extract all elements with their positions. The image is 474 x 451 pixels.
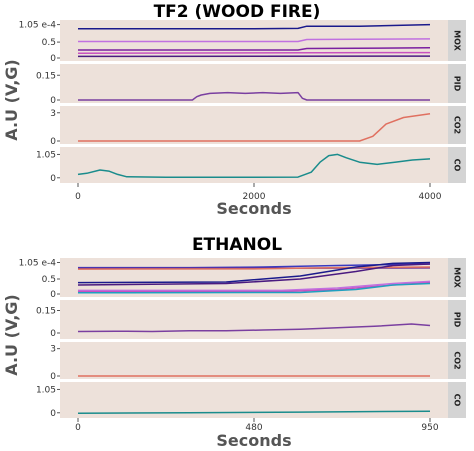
y-tick-label: 1.05 e-4 — [19, 21, 57, 31]
facet-strip — [448, 20, 466, 61]
series-line — [78, 263, 431, 269]
y-tick-label: 0.15 — [36, 71, 56, 81]
panel-background — [60, 64, 448, 103]
facet-mox: MOX 1.05 e-4 0.5 0 — [19, 258, 466, 300]
panel-background — [60, 300, 448, 339]
y-tick-label: 0.15 — [36, 307, 56, 317]
facet-strip — [448, 106, 466, 144]
y-axis-label: A.U (V,G) — [2, 294, 21, 375]
series-line — [77, 263, 431, 286]
series-line — [77, 153, 431, 179]
y-tick-label: 3 — [50, 345, 56, 355]
series-line — [78, 280, 431, 292]
chart-title: ETHANOL — [192, 235, 282, 255]
facet-strip-label: MOX — [453, 30, 462, 51]
facet-strip — [448, 300, 466, 339]
y-tick-label: 3 — [50, 109, 56, 119]
series-line — [77, 410, 431, 414]
y-tick-label: 0 — [50, 329, 56, 339]
x-tick-label: 4000 — [419, 192, 442, 202]
y-tick-label: 0 — [50, 96, 56, 106]
y-tick-label: 0 — [50, 372, 56, 382]
facet-pid: PID 0.15 0 — [36, 300, 466, 339]
facet-strip-label: MOX — [453, 267, 462, 288]
y-tick-label: 0 — [50, 137, 56, 147]
facet-pid: PID 0.15 0 — [36, 64, 466, 106]
y-tick-label: 0 — [50, 409, 56, 419]
y-tick-label: 0.5 — [42, 38, 56, 48]
y-tick-label: 1.05 — [36, 150, 56, 160]
series-line — [77, 282, 431, 294]
facet-strip — [448, 147, 466, 183]
y-tick-label: 1.05 — [36, 385, 56, 395]
panel-background — [60, 106, 448, 144]
x-tick-label: 0 — [75, 423, 81, 433]
panel-background — [60, 342, 448, 379]
facet-strip-label: CO2 — [453, 116, 462, 134]
facet-strip — [448, 64, 466, 103]
series-line — [77, 323, 431, 333]
facet-strip-label: CO — [453, 394, 462, 407]
facet-co: CO 1.05 0 — [36, 147, 466, 184]
series-line — [78, 112, 431, 142]
facet-strip-label: PID — [453, 76, 462, 92]
series-line — [78, 38, 431, 43]
facet-strip-label: PID — [453, 312, 462, 328]
series-line — [77, 51, 431, 54]
chart-1: TF2 (WOOD FIRE) A.U (V,G) Seconds MOX 1.05 e… — [2, 2, 466, 218]
facet-co: CO 1.05 0 — [36, 382, 466, 419]
x-tick-label: 0 — [75, 192, 81, 202]
series-line — [78, 91, 430, 101]
y-tick-label: 0.5 — [42, 275, 56, 285]
facet-co2: CO2 3 0 — [50, 106, 466, 147]
y-tick-label: 1.05 e-4 — [19, 259, 57, 269]
facet-strip — [448, 342, 466, 379]
facet-strip-label: CO2 — [453, 351, 462, 369]
chart-title: TF2 (WOOD FIRE) — [154, 2, 321, 22]
y-tick-label: 0 — [50, 174, 56, 184]
y-tick-label: 0 — [50, 290, 56, 300]
y-axis-label: A.U (V,G) — [2, 59, 21, 140]
x-axis-label: Seconds — [216, 199, 291, 218]
facet-mox: MOX 1.05 e-4 0.5 0 — [19, 20, 466, 64]
series-line — [78, 47, 431, 51]
facet-strip — [448, 382, 466, 418]
x-axis-label: Seconds — [216, 431, 291, 450]
x-tick-label: 480 — [245, 423, 262, 433]
series-line — [78, 23, 431, 30]
series-line — [77, 261, 431, 284]
x-tick-label: 950 — [421, 423, 438, 433]
facet-strip-label: CO — [453, 159, 462, 172]
panel-background — [60, 20, 448, 61]
y-tick-label: 0 — [50, 54, 56, 64]
x-tick-label: 2000 — [243, 192, 266, 202]
facet-strip — [448, 258, 466, 297]
facet-co2: CO2 3 0 — [50, 342, 466, 382]
